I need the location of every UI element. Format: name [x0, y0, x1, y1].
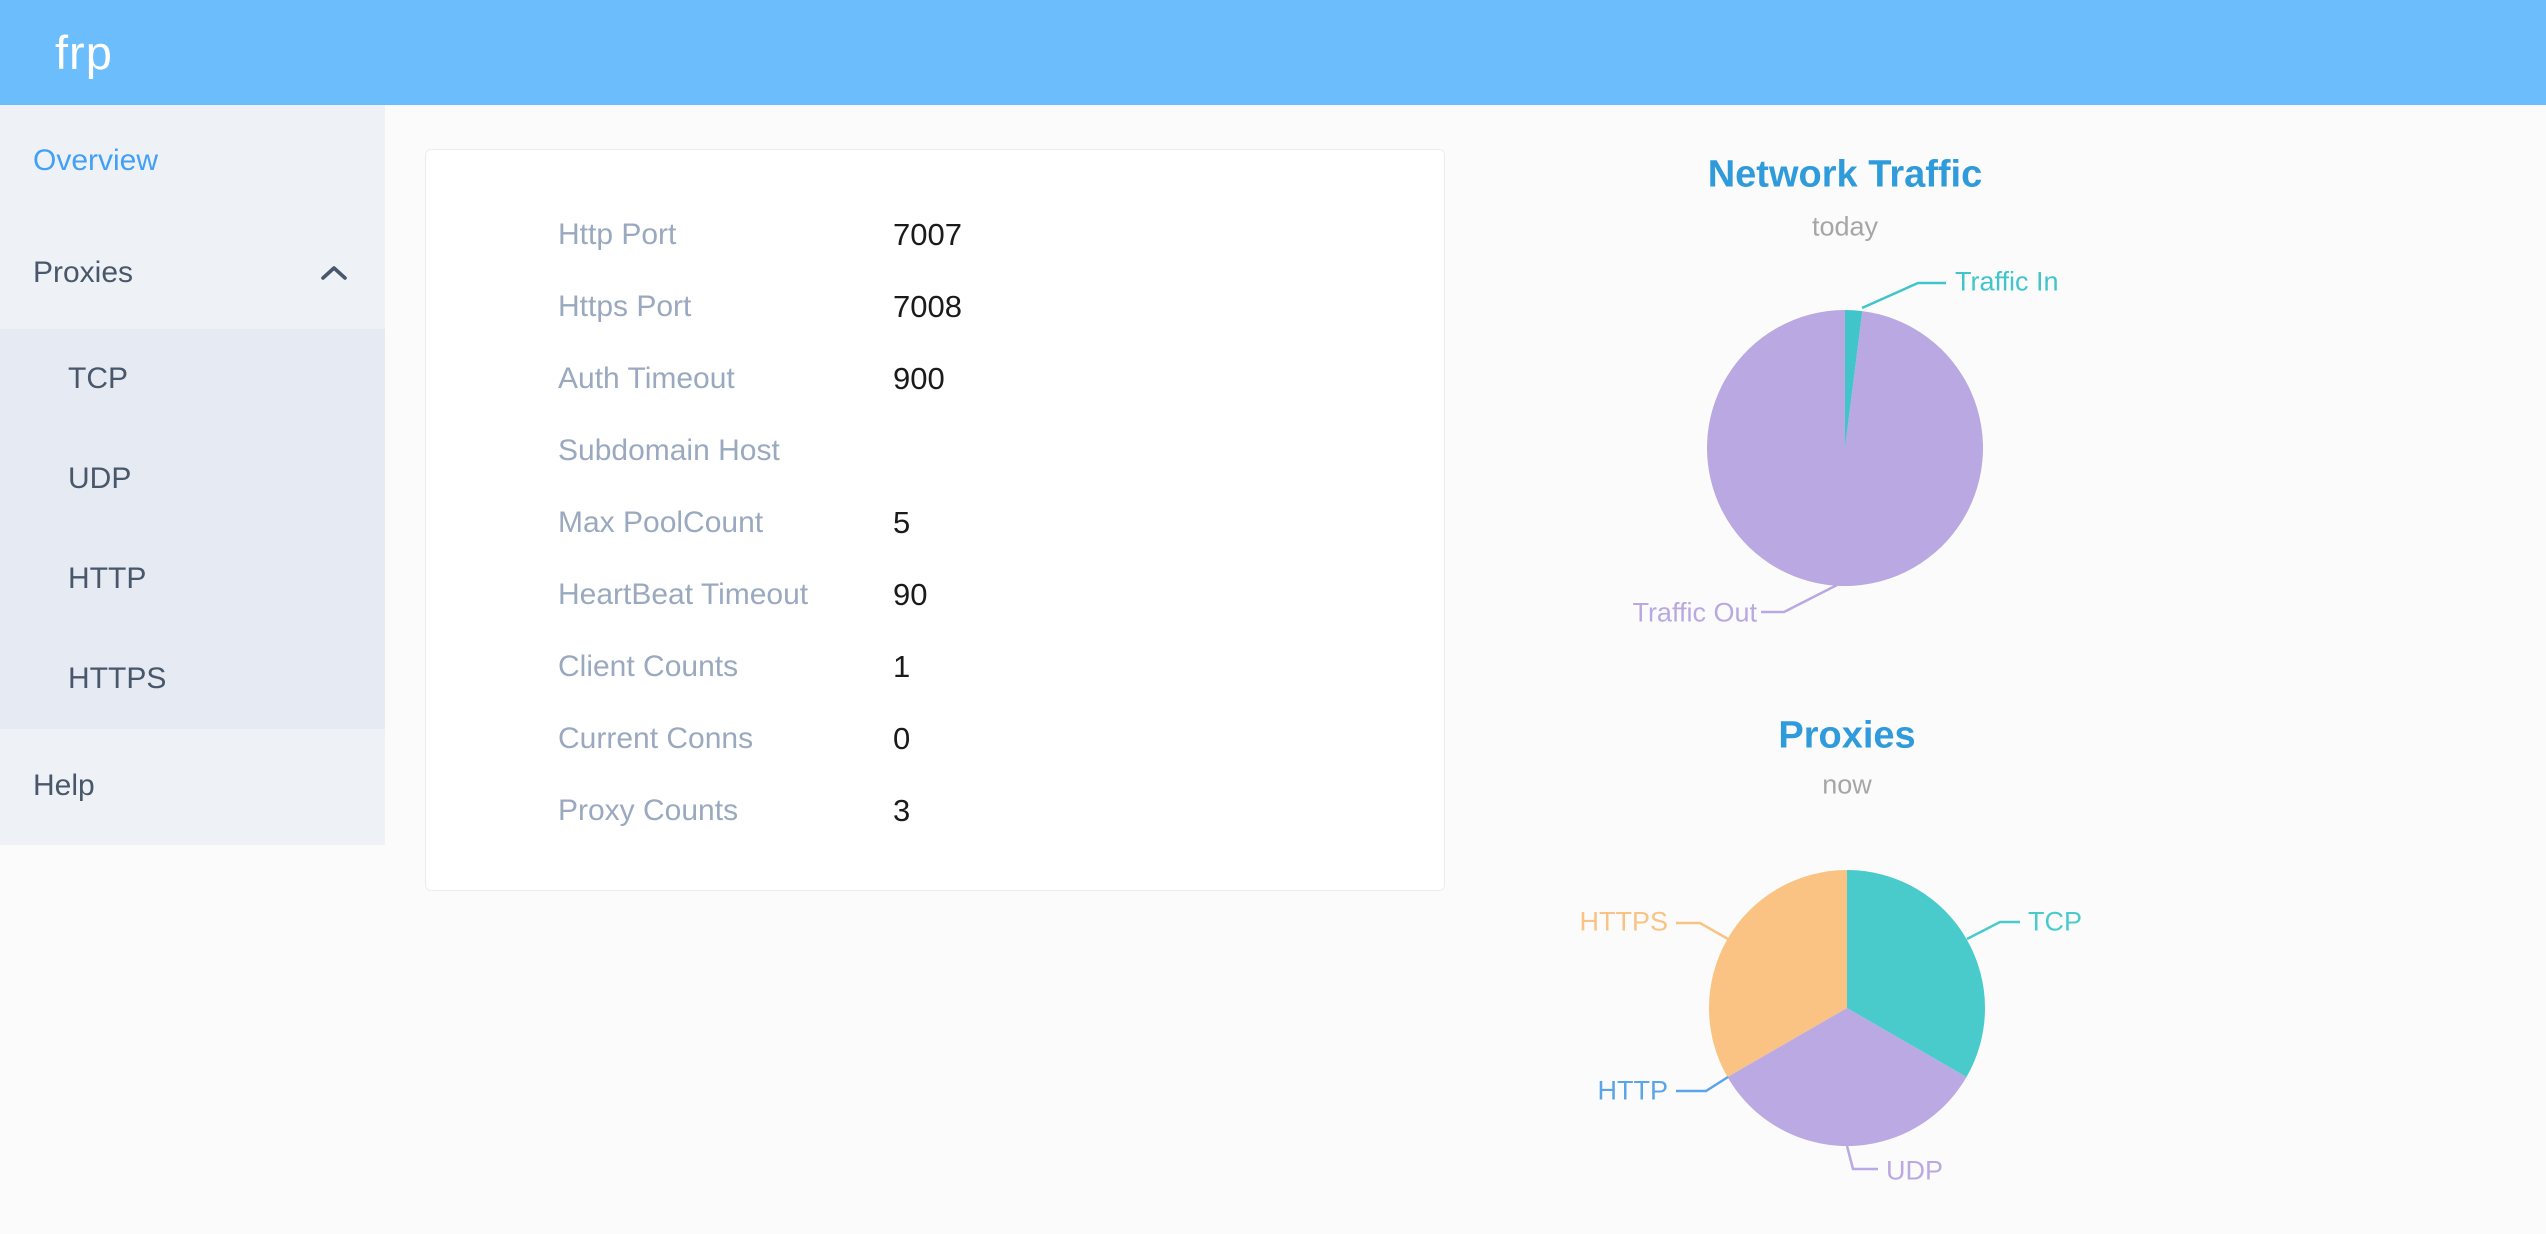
proxies-submenu: TCP UDP HTTP HTTPS	[0, 329, 385, 729]
chevron-up-icon	[321, 266, 347, 280]
network-traffic-subtitle: today	[1811, 211, 1879, 242]
pie-slice-tcp	[1847, 870, 1985, 1077]
config-row: Http Port 7007	[426, 199, 1444, 271]
https-leader-line	[1676, 921, 1729, 941]
config-value: 7008	[893, 289, 962, 324]
config-value: 900	[893, 361, 945, 396]
config-label: HeartBeat Timeout	[558, 578, 809, 611]
frp-logo: frp	[55, 26, 113, 79]
config-value: 90	[893, 577, 928, 612]
udp-leader-line	[1845, 1145, 1878, 1171]
config-row: Auth Timeout 900	[426, 343, 1444, 415]
config-row: Max PoolCount 5	[426, 487, 1444, 559]
server-config-card: Http Port 7007 Https Port 7008 Auth Time…	[425, 149, 1445, 891]
pie-label-traffic-out: Traffic Out	[1632, 597, 1757, 628]
http-leader-line	[1676, 1075, 1729, 1093]
config-label: Subdomain Host	[558, 434, 780, 467]
config-row: Https Port 7008	[426, 271, 1444, 343]
pie-slice-traffic-in	[1845, 310, 1863, 448]
config-label: Client Counts	[558, 650, 739, 683]
sidebar-item-label: Overview	[33, 144, 159, 177]
config-value: 0	[893, 721, 911, 756]
config-label: Http Port	[558, 218, 677, 251]
config-value: 3	[893, 793, 911, 828]
proxies-chart-title: Proxies	[1778, 714, 1916, 757]
pie-slice-https	[1709, 870, 1847, 1077]
sidebar-item-http[interactable]: HTTP	[68, 562, 147, 595]
network-traffic-title: Network Traffic	[1707, 153, 1983, 196]
sidebar-item-overview[interactable]: Overview	[0, 105, 385, 217]
config-value: 7007	[893, 217, 962, 252]
top-header-bar: frp	[0, 0, 2546, 105]
pie-label-tcp: TCP	[2028, 906, 2082, 937]
sidebar-item-tcp[interactable]: TCP	[68, 362, 128, 395]
pie-label-traffic-in: Traffic In	[1955, 266, 2059, 297]
pie-slice-udp	[1727, 1008, 1967, 1146]
proxies-pie	[1676, 870, 2020, 1171]
config-row: Client Counts 1	[426, 631, 1444, 703]
traffic-out-leader-line	[1761, 582, 1840, 614]
config-label: Auth Timeout	[558, 362, 735, 395]
sidebar-item-label: Help	[33, 769, 95, 802]
config-row: Current Conns 0	[426, 703, 1444, 775]
config-label: Current Conns	[558, 722, 754, 755]
sidebar-menu: Overview Proxies TCP UDP HTTP HTTPS Help	[0, 105, 385, 845]
config-row: Subdomain Host	[426, 415, 1444, 487]
tcp-leader-line	[1966, 920, 2020, 941]
sidebar-item-udp[interactable]: UDP	[68, 462, 132, 495]
config-label: Max PoolCount	[558, 506, 764, 539]
config-row: Proxy Counts 3	[426, 775, 1444, 847]
sidebar-item-proxies[interactable]: Proxies	[0, 217, 385, 329]
config-label: Https Port	[558, 290, 692, 323]
config-value: 5	[893, 505, 911, 540]
pie-label-http: HTTP	[1597, 1075, 1669, 1106]
traffic-in-leader-line	[1861, 281, 1946, 310]
config-label: Proxy Counts	[558, 794, 739, 827]
pie-label-udp: UDP	[1886, 1155, 1944, 1186]
config-row: HeartBeat Timeout 90	[426, 559, 1444, 631]
pie-label-https: HTTPS	[1579, 906, 1668, 937]
config-value: 1	[893, 649, 911, 684]
sidebar-item-https[interactable]: HTTPS	[68, 662, 167, 695]
sidebar-item-label: Proxies	[33, 256, 134, 289]
sidebar-item-help[interactable]: Help	[0, 729, 385, 843]
network-traffic-pie	[1707, 281, 1983, 614]
proxies-chart-subtitle: now	[1822, 769, 1872, 800]
